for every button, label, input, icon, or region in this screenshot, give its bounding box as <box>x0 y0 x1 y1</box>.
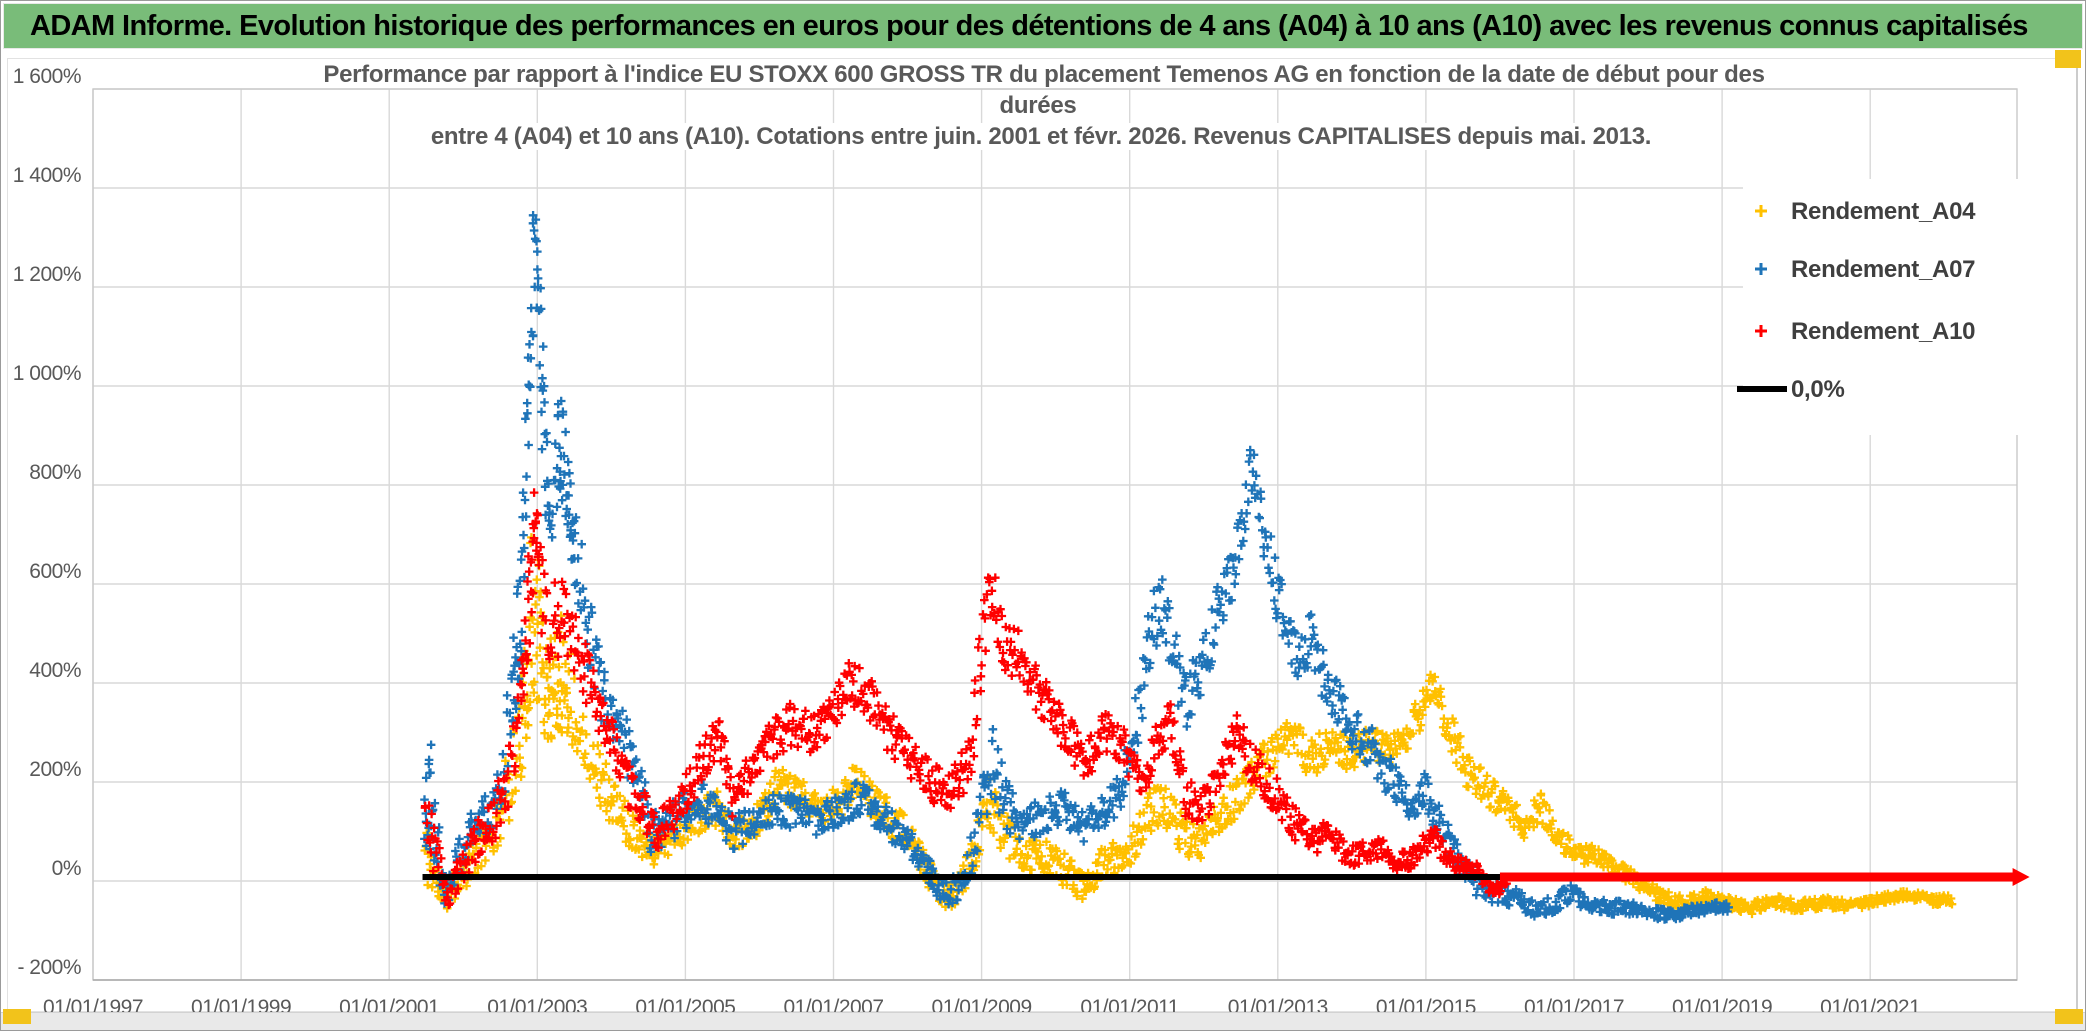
x-axis-tick-label: 01/01/1997 <box>43 996 143 1016</box>
y-axis-tick-label: 400% <box>29 659 81 682</box>
x-axis-tick-label: 01/01/2007 <box>783 996 883 1016</box>
header-title: ADAM Informe. Evolution historique des p… <box>30 9 2028 42</box>
legend-marker-rendement_a07 <box>1755 263 1767 275</box>
y-axis-tick-label: 1 600% <box>13 65 81 88</box>
x-axis-tick-label: 01/01/2003 <box>487 996 587 1016</box>
y-axis-tick-label: 1 400% <box>13 164 81 187</box>
legend-marker-rendement_a10 <box>1755 325 1767 337</box>
x-axis-tick-label: 01/01/2005 <box>635 996 735 1016</box>
chart-title-line-1: Performance par rapport à l'indice EU ST… <box>281 59 1801 121</box>
x-axis-tick-label: 01/01/1999 <box>191 996 291 1016</box>
legend-label-rendement_a07: Rendement_A07 <box>1791 256 1975 283</box>
corner-accent-top-right <box>2055 50 2081 68</box>
y-axis-tick-label: 800% <box>29 461 81 484</box>
performance-scatter-chart: 1 600% 1 400% 1 200% 1 000% 800% 600% 400% 200%… <box>13 65 2077 1016</box>
x-axis-tick-label: 01/01/2011 <box>1080 996 1179 1016</box>
y-axis-tick-label: 200% <box>29 758 81 781</box>
bottom-bar <box>1 1012 2085 1030</box>
corner-accent-bottom-left <box>3 1009 31 1024</box>
y-axis-tick-label: 1 000% <box>13 362 81 385</box>
legend-marker-rendement_a04 <box>1755 205 1767 217</box>
legend-label-rendement_a10: Rendement_A10 <box>1791 318 1975 345</box>
y-axis-tick-label: - 200% <box>17 956 81 979</box>
x-axis-tick-label: 01/01/2001 <box>339 996 439 1016</box>
chart-title: Performance par rapport à l'indice EU ST… <box>281 59 1801 152</box>
legend-box <box>1743 179 2077 435</box>
a10-flat-line-arrowhead <box>2012 868 2030 886</box>
y-axis-tick-label: 600% <box>29 560 81 583</box>
y-axis-tick-label: 1 200% <box>13 263 81 286</box>
x-axis-tick-label: 01/01/2017 <box>1524 996 1624 1016</box>
legend-label-0,0%: 0,0% <box>1791 376 1845 403</box>
legend-label-rendement_a04: Rendement_A04 <box>1791 198 1976 225</box>
x-axis-tick-label: 01/01/2019 <box>1672 996 1772 1016</box>
x-axis-tick-label: 01/01/2021 <box>1820 996 1920 1016</box>
right-edge-divider <box>2076 61 2078 1014</box>
corner-accent-bottom-right <box>2055 1009 2083 1024</box>
series-rendement_a10 <box>420 488 1511 910</box>
y-axis-tick-label: 0% <box>52 857 81 880</box>
x-axis-tick-label: 01/01/2015 <box>1376 996 1476 1016</box>
x-axis-tick-label: 01/01/2013 <box>1228 996 1328 1016</box>
x-axis-tick-label: 01/01/2009 <box>932 996 1032 1016</box>
header-banner: ADAM Informe. Evolution historique des p… <box>3 3 2083 49</box>
chart-title-line-2: entre 4 (A04) et 10 ans (A10). Cotations… <box>281 121 1801 152</box>
